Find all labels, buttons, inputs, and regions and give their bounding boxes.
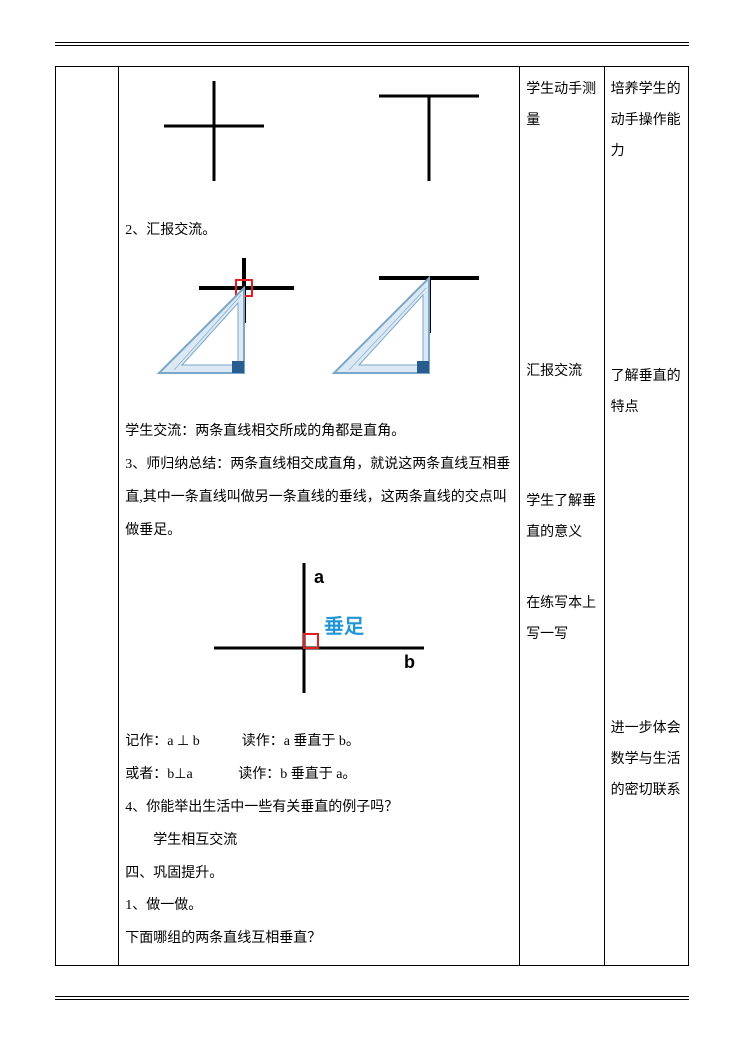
rulers-svg	[144, 253, 494, 393]
section-4-sub: 学生相互交流	[125, 826, 513, 857]
section-2-title: 2、汇报交流。	[125, 216, 513, 247]
mid-block-2: 汇报交流	[526, 357, 597, 388]
mid-block-1: 学生动手测量	[526, 75, 597, 137]
mid-block-3: 学生了解垂直的意义	[526, 487, 597, 549]
notation-line-2: 或者：b⊥a 读作：b 垂直于 a。	[125, 760, 513, 791]
section-4-line: 4、你能举出生活中一些有关垂直的例子吗？	[125, 793, 513, 824]
right-block-1: 培养学生的动手操作能力	[611, 75, 682, 167]
figure-two-crosses	[125, 81, 513, 204]
footer-rule	[55, 996, 689, 1000]
right-block-3: 进一步体会数学与生活的密切联系	[611, 714, 682, 806]
notation-line-1: 记作：a ⊥ b 读作：a 垂直于 b。	[125, 727, 513, 758]
mid-block-4: 在练写本上写一写	[526, 589, 597, 651]
label-b: b	[404, 652, 415, 672]
cross-lines-svg	[149, 81, 489, 191]
col-left-empty	[56, 67, 119, 966]
figure-perpendicular: a b 垂足	[125, 553, 513, 716]
col-main-content: 2、汇报交流。	[119, 67, 520, 966]
summary-line-2: 直,其中一条直线叫做另一条直线的垂线，这两条直线的交点叫	[125, 483, 513, 514]
exchange-text: 学生交流：两条直线相交所成的角都是直角。	[125, 417, 513, 448]
header-rule	[55, 42, 689, 46]
part4-title: 四、巩固提升。	[125, 859, 513, 890]
label-foot: 垂足	[324, 615, 365, 638]
lesson-table: 2、汇报交流。	[55, 66, 689, 966]
figure-triangle-rulers	[125, 253, 513, 406]
col-student-activity: 学生动手测量 汇报交流 学生了解垂直的意义 在练写本上写一写	[520, 67, 604, 966]
col-purpose: 培养学生的动手操作能力 了解垂直的特点 进一步体会数学与生活的密切联系	[604, 67, 688, 966]
perp-svg: a b 垂足	[189, 553, 449, 703]
summary-line-1: 3、师归纳总结：两条直线相交成直角，就说这两条直线互相垂	[125, 450, 513, 481]
part4-question: 下面哪组的两条直线互相垂直？	[125, 924, 513, 955]
summary-line-3: 做垂足。	[125, 516, 513, 547]
right-block-2: 了解垂直的特点	[611, 362, 682, 424]
label-a: a	[314, 567, 325, 587]
part4-item1: 1、做一做。	[125, 891, 513, 922]
